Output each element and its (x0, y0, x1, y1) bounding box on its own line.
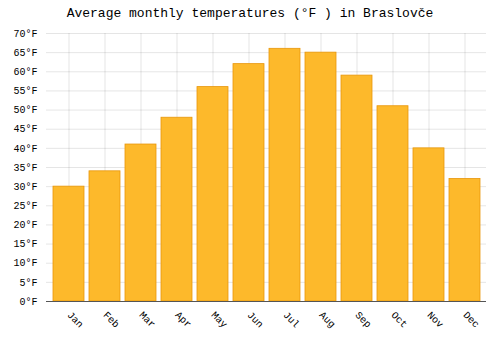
svg-text:Feb: Feb (101, 310, 122, 331)
svg-text:May: May (209, 310, 230, 331)
svg-text:30°F: 30°F (13, 182, 37, 193)
svg-text:70°F: 70°F (13, 29, 37, 40)
svg-text:Jun: Jun (245, 310, 266, 331)
svg-text:20°F: 20°F (13, 220, 37, 231)
svg-text:65°F: 65°F (13, 48, 37, 59)
svg-text:10°F: 10°F (13, 258, 37, 269)
svg-text:Apr: Apr (173, 310, 194, 331)
svg-text:55°F: 55°F (13, 86, 37, 97)
svg-text:25°F: 25°F (13, 201, 37, 212)
html-text:Average monthly temperatures (: Average monthly temperatures (°F ) in Br… (66, 6, 434, 21)
svg-text:35°F: 35°F (13, 163, 37, 174)
svg-text:40°F: 40°F (13, 144, 37, 155)
svg-text:50°F: 50°F (13, 105, 37, 116)
svg-text:Sep: Sep (353, 310, 374, 331)
svg-text:0°F: 0°F (19, 297, 37, 308)
svg-text:Dec: Dec (461, 310, 482, 331)
svg-text:5°F: 5°F (19, 278, 37, 289)
svg-text:Nov: Nov (425, 310, 446, 331)
svg-text:60°F: 60°F (13, 67, 37, 78)
svg-text:Jul: Jul (281, 310, 302, 331)
svg-text:45°F: 45°F (13, 124, 37, 135)
svg-text:Jan: Jan (65, 310, 86, 331)
svg-text:Oct: Oct (389, 310, 410, 331)
svg-text:15°F: 15°F (13, 239, 37, 250)
svg-text:Aug: Aug (317, 310, 338, 331)
svg-text:Mar: Mar (137, 310, 158, 331)
